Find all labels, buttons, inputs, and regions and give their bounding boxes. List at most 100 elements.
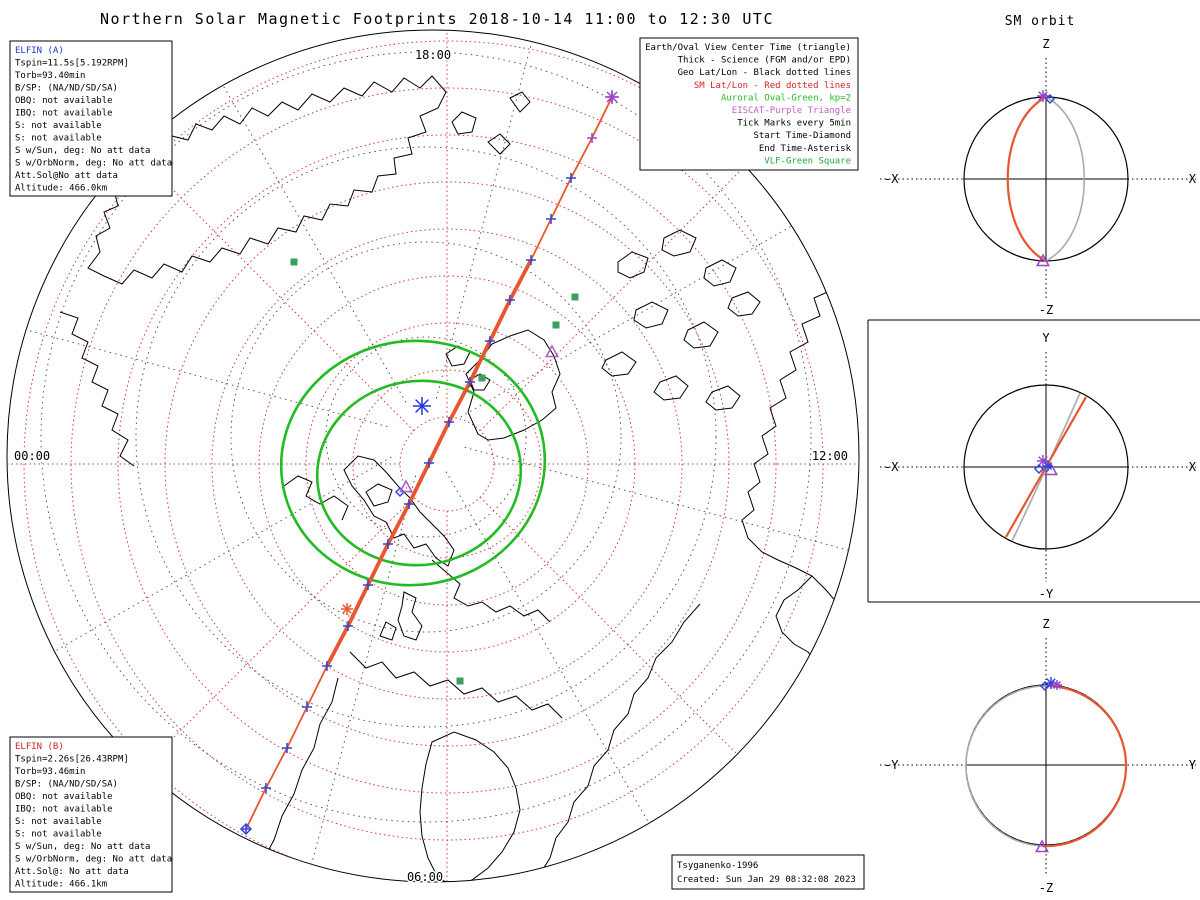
coastline bbox=[59, 311, 135, 467]
axis-label-bottom: -Y bbox=[1039, 587, 1054, 601]
legend-item: Tick Marks every 5min bbox=[737, 119, 851, 129]
coastline bbox=[653, 375, 689, 401]
axis-label-top: Z bbox=[1042, 37, 1049, 51]
triangle-marker bbox=[1035, 839, 1049, 853]
triangle-marker bbox=[1036, 253, 1050, 267]
info-box bbox=[9, 736, 173, 893]
info-line: IBQ: not available bbox=[15, 109, 113, 119]
info-line: Torb=93.46min bbox=[15, 767, 85, 777]
clock-label-left: 00:00 bbox=[14, 449, 50, 463]
coastline bbox=[379, 621, 397, 641]
satellite-name: ELFIN (A) bbox=[15, 46, 64, 56]
info-line: S: not available bbox=[15, 817, 102, 827]
diamond-marker bbox=[1044, 93, 1056, 105]
diamond-marker bbox=[394, 486, 406, 498]
sm-orbit-panel-2: Y -Y -X X bbox=[880, 331, 1197, 601]
axis-label-left: -X bbox=[884, 172, 899, 186]
legend-item: Start Time-Diamond bbox=[753, 131, 851, 141]
axis-label-right: X bbox=[1189, 172, 1197, 186]
coastline bbox=[533, 603, 701, 882]
sm-grid-radial bbox=[479, 131, 780, 432]
legend-item: End Time-Asterisk bbox=[759, 144, 852, 154]
info-box bbox=[9, 40, 173, 197]
legend-item: Thick - Science (FGM and/or EPD) bbox=[678, 56, 851, 66]
geo-grid-radial bbox=[303, 475, 417, 882]
coastline bbox=[661, 229, 697, 257]
info-line: Att.Sol@: No att data bbox=[15, 867, 129, 877]
info-line: S: not available bbox=[15, 134, 102, 144]
eiscat-triangle bbox=[545, 344, 559, 358]
geo-grid-ring bbox=[135, 146, 717, 728]
sm-orbit-panel-1: Z -Z -X X bbox=[880, 37, 1197, 317]
created-label: Created: Sun Jan 29 08:32:08 2023 bbox=[677, 875, 856, 885]
info-line: S w/OrbNorm, deg: No att data bbox=[15, 159, 172, 169]
coastline bbox=[397, 591, 423, 641]
geo-grid-radial bbox=[190, 30, 407, 403]
axis-label-bottom: -Z bbox=[1039, 303, 1053, 317]
info-line: B/SP: (NA/ND/SD/SA) bbox=[15, 84, 118, 94]
coastline bbox=[343, 455, 455, 567]
axis-label-top: Z bbox=[1042, 617, 1049, 631]
info-line: S: not available bbox=[15, 121, 102, 131]
axis-label-right: X bbox=[1189, 460, 1197, 474]
coastline bbox=[705, 385, 741, 411]
axis-label-bottom: -Z bbox=[1039, 881, 1053, 895]
info-line: Torb=93.40min bbox=[15, 71, 85, 81]
sm-grid-ring bbox=[23, 40, 859, 882]
info-line: Tspin=2.26s[26.43RPM] bbox=[15, 755, 129, 765]
coastline bbox=[283, 475, 349, 521]
auroral-oval-inner bbox=[315, 379, 523, 567]
axis-label-left: -X bbox=[884, 460, 899, 474]
sm-grid-radial bbox=[114, 496, 415, 797]
text-boxes: ELFIN (A) Tspin=11.5s[5.192RPM] Torb=93.40… bbox=[9, 37, 859, 893]
legend: Earth/Oval View Center Time (triangle) Th… bbox=[639, 37, 859, 171]
sm-orbit-panel-3: Z -Z -Y Y bbox=[880, 617, 1197, 895]
coastline bbox=[451, 111, 477, 135]
geo-grid-radial bbox=[7, 314, 388, 428]
sm-grid-ring bbox=[211, 228, 683, 700]
vlf-square bbox=[290, 258, 298, 266]
coastline bbox=[601, 351, 637, 377]
sm-grid-ring bbox=[352, 369, 542, 559]
coastline bbox=[683, 321, 719, 349]
vlf-square bbox=[552, 321, 560, 329]
geo-grid-radial bbox=[18, 456, 392, 673]
geo-grid-ring bbox=[230, 241, 622, 633]
coastline bbox=[365, 483, 393, 507]
info-line: B/SP: (NA/ND/SD/SA) bbox=[15, 780, 118, 790]
geo-grid-radial bbox=[460, 201, 834, 418]
sm-grid-ring bbox=[305, 322, 589, 606]
diamond-marker bbox=[1039, 680, 1051, 692]
axis-label-top: Y bbox=[1042, 331, 1050, 345]
info-line: OBQ: not available bbox=[15, 792, 113, 802]
coastline bbox=[465, 329, 561, 441]
sm-orbit-panels: Z -Z -X X Y -Y -X X Z -Z -Y Y bbox=[880, 37, 1197, 895]
coastline bbox=[509, 91, 531, 113]
info-line: IBQ: not available bbox=[15, 805, 113, 815]
coastline bbox=[349, 651, 563, 719]
coastline bbox=[633, 301, 669, 329]
legend-item: VLF-Green Square bbox=[764, 156, 851, 166]
legend-item: Geo Lat/Lon - Black dotted lines bbox=[678, 68, 851, 78]
info-line: Tspin=11.5s[5.192RPM] bbox=[15, 59, 129, 69]
coastline bbox=[469, 373, 491, 391]
diamond-marker bbox=[1033, 463, 1045, 475]
sm-grid-ring bbox=[117, 134, 777, 794]
vlf-square bbox=[571, 293, 579, 301]
eiscat-triangle bbox=[399, 479, 413, 493]
sm-grid-radial bbox=[114, 131, 415, 432]
footer-box bbox=[671, 854, 865, 890]
clock-label-top: 18:00 bbox=[415, 48, 451, 62]
satellite-footprint-track bbox=[239, 90, 619, 836]
geo-grid-radial bbox=[435, 30, 549, 399]
geo-grid-radial bbox=[445, 471, 662, 845]
info-line: S w/OrbNorm, deg: No att data bbox=[15, 855, 172, 865]
auroral-oval bbox=[279, 339, 547, 587]
info-block-elfin-a: ELFIN (A) Tspin=11.5s[5.192RPM] Torb=93.40… bbox=[9, 40, 173, 197]
coastline bbox=[703, 259, 737, 287]
coastline bbox=[431, 559, 551, 623]
axis-label-right: Y bbox=[1189, 758, 1197, 772]
legend-item: SM Lat/Lon - Red dotted lines bbox=[694, 81, 851, 91]
